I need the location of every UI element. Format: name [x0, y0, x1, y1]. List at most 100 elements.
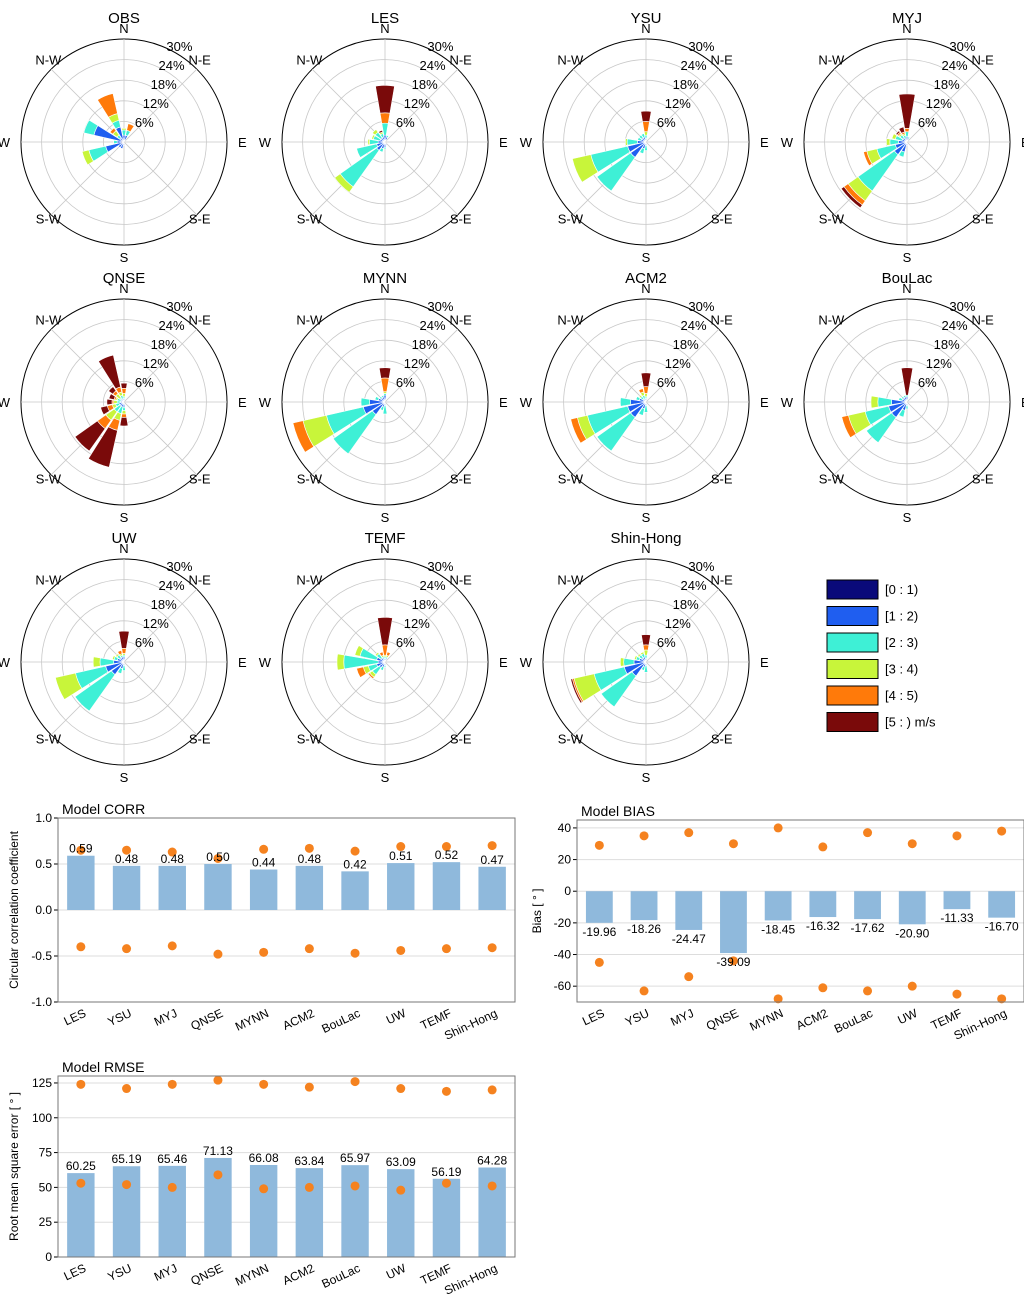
rose-wedge-temf-315-bin3 — [374, 651, 380, 657]
rose-wedge-acm2-338-bin4 — [638, 388, 645, 394]
rose-spoke — [123, 401, 198, 476]
rose-wedge-ysu-0-bin5 — [640, 110, 652, 123]
bar-myj — [675, 891, 703, 930]
rose-wedge-shin-hong-0-bin4 — [642, 644, 650, 651]
wind-rose-grid: 6% 12% 18% 24% 30% N N-E E S-E S S-W W N-W OBS 6% 12% 18… — [0, 10, 1024, 785]
rose-ring-label: 12% — [665, 356, 691, 371]
rose-wedge-acm2-0-bin5 — [640, 372, 652, 388]
wind-rose-boulac: 6% 12% 18% 24% 30% N N-E E S-E S S-W W N-W BouLac — [781, 270, 1024, 525]
rose-wedge-ysu-248-bin3 — [571, 154, 599, 183]
y-tick-label: -20 — [554, 916, 572, 930]
rose-spoke — [123, 661, 198, 736]
x-tick-label-shin-hong: Shin-Hong — [442, 1006, 499, 1043]
rose-direction-label: W — [259, 655, 272, 670]
upper-point-boulac — [350, 1077, 360, 1087]
lower-point-shin-hong — [487, 1181, 497, 1191]
upper-point-les — [76, 1079, 86, 1089]
rose-ring-label: 12% — [665, 616, 691, 631]
rose-direction-label: S-W — [819, 472, 845, 487]
y-tick-label: -60 — [554, 979, 572, 993]
bar-value-label-ysu: 0.48 — [115, 852, 139, 866]
rose-direction-label: S-E — [711, 472, 733, 487]
bar-value-label-ysu: -18.26 — [627, 922, 661, 936]
rose-direction-label: S — [381, 770, 390, 785]
rose-direction-label: N-W — [557, 572, 584, 587]
rose-spoke — [311, 68, 386, 143]
bar-value-label-mynn: 0.44 — [252, 856, 276, 870]
bar-les — [67, 855, 95, 910]
rose-wedge-ysu-270-bin3 — [625, 138, 628, 146]
rose-wedge-mynn-338-bin2 — [380, 394, 385, 399]
lower-point-boulac — [863, 986, 873, 996]
rose-direction-label: N-E — [971, 52, 994, 67]
rose-spoke — [645, 141, 720, 216]
lower-point-temf — [441, 1178, 451, 1188]
rose-direction-label: N — [119, 21, 128, 36]
chart-title: Model RMSE — [62, 1059, 144, 1075]
legend-swatch-bin1 — [826, 606, 879, 626]
rose-direction-label: N-E — [449, 52, 472, 67]
rose-wedge-qnse-270-bin3 — [113, 399, 118, 405]
upper-point-mynn — [773, 823, 783, 833]
rose-wedge-temf-248-bin4 — [356, 666, 367, 678]
rose-wedge-myj-338-bin5 — [898, 126, 906, 134]
rose-direction-label: S-E — [450, 212, 472, 227]
y-tick-label: 25 — [39, 1215, 53, 1229]
rose-direction-label: E — [760, 395, 769, 410]
upper-point-qnse — [213, 853, 223, 863]
rose-wedge-obs-180-bin1 — [123, 143, 125, 146]
rose-wedge-myj-23-bin2 — [907, 136, 911, 140]
rose-wedge-boulac-180-bin2 — [905, 405, 909, 410]
x-tick-label-shin-hong: Shin-Hong — [442, 1261, 499, 1298]
lower-point-boulac — [350, 948, 360, 958]
wind-rose-mynn: 6% 12% 18% 24% 30% N N-E E S-E S S-W W N-W MYNN — [259, 270, 508, 525]
rose-spoke — [123, 328, 198, 403]
x-tick-label-mynn: MYNN — [747, 1006, 785, 1034]
rose-wedge-qnse-180-bin2 — [122, 406, 126, 411]
x-tick-label-acm2: ACM2 — [794, 1006, 830, 1033]
rose-wedge-acm2-180-bin2 — [643, 405, 649, 413]
rose-direction-label: W — [0, 395, 11, 410]
rose-ring-label: 24% — [681, 318, 707, 333]
rose-direction-label: N — [641, 21, 650, 36]
plot-frame — [576, 819, 1024, 1003]
bar-chart-model-bias: 40 20 0 -20 -40 -60 -19.96 -18.26 -24.47 -39.09 -1… — [530, 803, 1024, 1043]
y-tick-label: -40 — [554, 948, 572, 962]
rose-wedge-ysu-293-bin2 — [637, 137, 643, 142]
rose-direction-label: W — [0, 655, 11, 670]
upper-point-ysu — [122, 845, 132, 855]
rose-ring-label: 30% — [427, 39, 453, 54]
rose-direction-label: W — [520, 135, 533, 150]
rose-ring-label: 6% — [396, 375, 415, 390]
rose-direction-label: N-E — [188, 312, 211, 327]
lower-point-temf — [952, 989, 962, 999]
rose-spoke — [123, 588, 198, 663]
rose-wedge-myj-0-bin5 — [898, 93, 916, 129]
bar-value-label-uw: 63.09 — [386, 1155, 416, 1169]
rose-spoke — [906, 401, 981, 476]
x-tick-label-uw: UW — [384, 1006, 409, 1027]
x-tick-label-ysu: YSU — [106, 1006, 134, 1029]
rose-direction-label: S-W — [297, 732, 323, 747]
rose-spoke — [645, 68, 720, 143]
lower-point-uw — [396, 1185, 406, 1195]
rose-wedge-temf-23-bin4 — [386, 651, 391, 657]
rose-wedge-temf-293-bin3 — [354, 645, 364, 657]
rose-ring-label: 12% — [404, 96, 430, 111]
rose-direction-label: S — [120, 510, 129, 525]
bar-value-label-qnse: 0.50 — [206, 850, 230, 864]
bar-value-label-mynn: 66.08 — [249, 1151, 279, 1165]
y-tick-label: 100 — [32, 1111, 52, 1125]
rose-wedge-ysu-0-bin3 — [643, 131, 649, 136]
x-tick-label-mynn: MYNN — [233, 1261, 271, 1289]
rose-direction-label: S-W — [558, 472, 584, 487]
rose-wedge-mynn-0-bin5 — [378, 367, 392, 379]
bar-temf — [943, 891, 971, 910]
rose-direction-label: S-E — [972, 472, 994, 487]
rose-wedge-mynn-0-bin4 — [380, 377, 390, 393]
lower-point-temf — [441, 944, 451, 954]
rose-spoke — [572, 328, 647, 403]
plot-frame — [57, 1075, 516, 1258]
rose-direction-label: S-E — [450, 732, 472, 747]
rose-wedge-ysu-315-bin2 — [638, 134, 644, 140]
